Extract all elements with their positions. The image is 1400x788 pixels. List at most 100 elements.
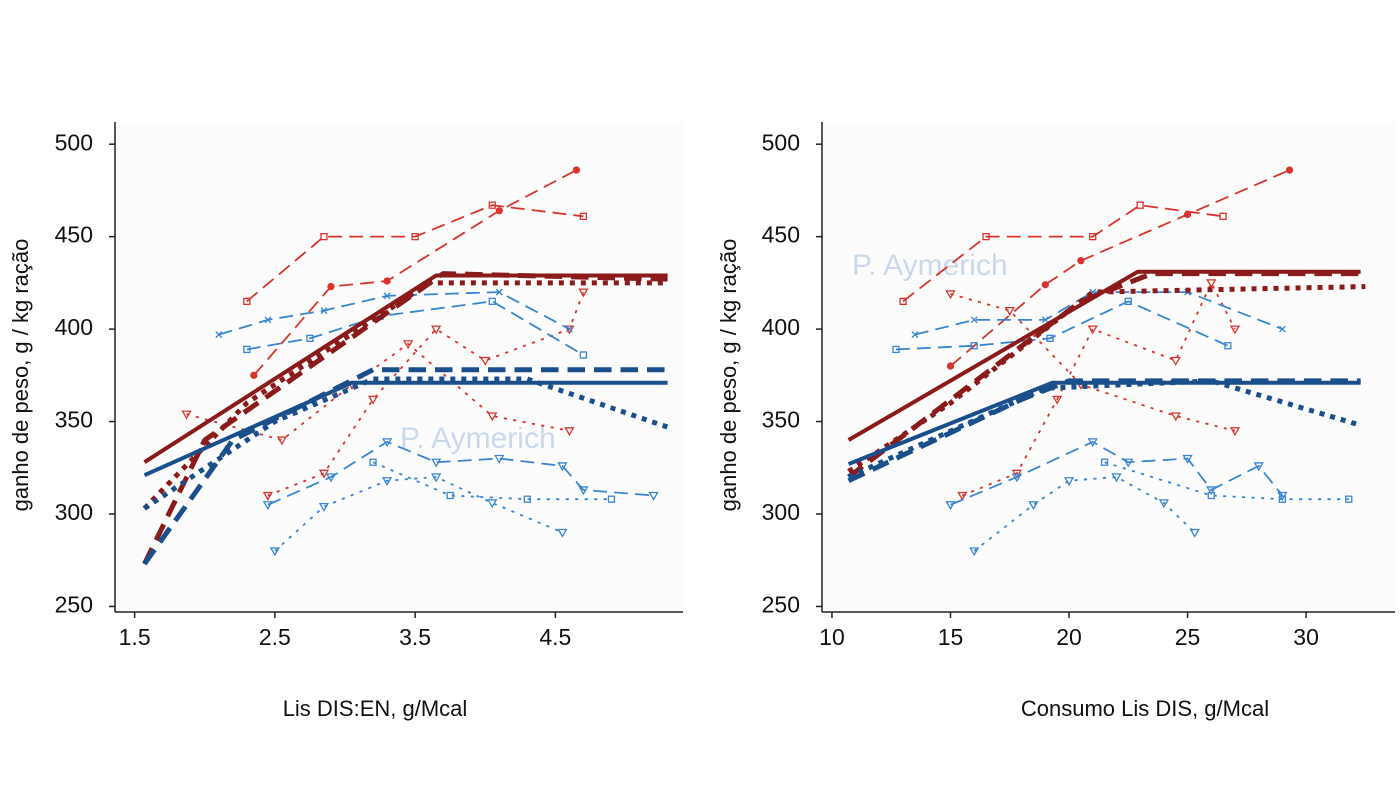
marker [648, 491, 659, 501]
series-line [949, 169, 1290, 367]
marker [381, 438, 393, 448]
marker [181, 410, 192, 420]
series-line [950, 440, 1284, 506]
plot-area [822, 122, 1395, 612]
watermark: P. Aymerich [400, 422, 556, 455]
y-tick-label: 500 [55, 129, 93, 155]
marker [1285, 166, 1294, 174]
x-tick-label: 20 [1056, 624, 1082, 650]
marker [911, 331, 919, 339]
y-axis-label: ganho de peso, g / kg ração [8, 239, 33, 512]
marker [446, 491, 454, 500]
marker [269, 547, 281, 557]
plot-area [115, 122, 683, 612]
marker [1089, 232, 1097, 241]
marker [1170, 356, 1181, 366]
x-tick-label: 2.5 [259, 624, 291, 650]
series-line [186, 342, 570, 442]
marker [892, 345, 900, 354]
marker [1136, 201, 1144, 209]
y-tick-label: 300 [762, 499, 800, 525]
marker [495, 288, 503, 296]
marker [1087, 438, 1098, 448]
marker [243, 297, 251, 306]
marker [215, 331, 223, 339]
marker [487, 499, 498, 509]
marker [945, 290, 956, 300]
marker [1189, 528, 1200, 538]
marker [320, 307, 328, 315]
marker [579, 212, 588, 220]
marker [488, 297, 496, 306]
marker [1123, 458, 1134, 468]
series-line [895, 300, 1229, 351]
series-line [902, 204, 1224, 303]
series-line [142, 271, 668, 566]
marker [572, 166, 581, 174]
marker [1011, 473, 1022, 483]
marker [1004, 306, 1015, 316]
series-line [267, 440, 654, 506]
x-tick-label: 10 [819, 624, 845, 650]
marker [327, 282, 335, 291]
marker [381, 477, 393, 487]
marker [1028, 501, 1039, 511]
marker [318, 469, 330, 479]
marker [1206, 279, 1217, 289]
marker [1224, 342, 1232, 350]
series-line [142, 280, 668, 511]
marker [243, 345, 251, 354]
marker [487, 412, 498, 422]
marker [523, 495, 531, 503]
x-tick-label: 3.5 [399, 624, 431, 650]
series-line [847, 378, 1362, 480]
marker [1111, 473, 1122, 483]
y-tick-label: 250 [55, 592, 93, 618]
marker [383, 277, 391, 285]
marker [411, 232, 419, 241]
marker [494, 454, 505, 464]
x-axis-label: Lis DIS:EN, g/Mcal [283, 696, 468, 721]
marker [383, 292, 391, 300]
marker [1253, 462, 1264, 472]
marker [1063, 477, 1075, 487]
series-line [962, 280, 1236, 497]
y-tick-label: 450 [55, 222, 93, 248]
marker [1206, 486, 1217, 496]
y-tick-label: 500 [762, 129, 800, 155]
x-tick-label: 25 [1175, 624, 1201, 650]
series-line [847, 269, 1361, 442]
marker [1052, 395, 1063, 405]
marker [431, 325, 442, 335]
series-line [218, 291, 570, 336]
marker [1077, 257, 1085, 265]
x-tick-label: 15 [938, 624, 964, 650]
marker [431, 473, 442, 483]
series-line [847, 284, 1366, 474]
y-tick-label: 350 [55, 407, 93, 433]
marker [557, 528, 568, 538]
marker [945, 501, 956, 511]
marker [578, 486, 589, 496]
marker [320, 232, 328, 241]
marker [262, 501, 273, 511]
marker [1170, 412, 1181, 422]
marker [957, 491, 968, 501]
marker [262, 491, 273, 501]
marker [250, 371, 258, 379]
marker [564, 325, 575, 335]
marker [276, 436, 288, 446]
series-line [246, 204, 584, 303]
y-tick-label: 400 [55, 314, 93, 340]
marker [1087, 325, 1098, 335]
marker [1100, 458, 1109, 466]
marker [325, 473, 337, 483]
marker [488, 201, 496, 209]
marker [565, 325, 573, 333]
series-line [914, 291, 1283, 336]
marker [1183, 210, 1192, 219]
marker [264, 316, 272, 324]
marker [1345, 495, 1353, 503]
marker [970, 316, 978, 324]
